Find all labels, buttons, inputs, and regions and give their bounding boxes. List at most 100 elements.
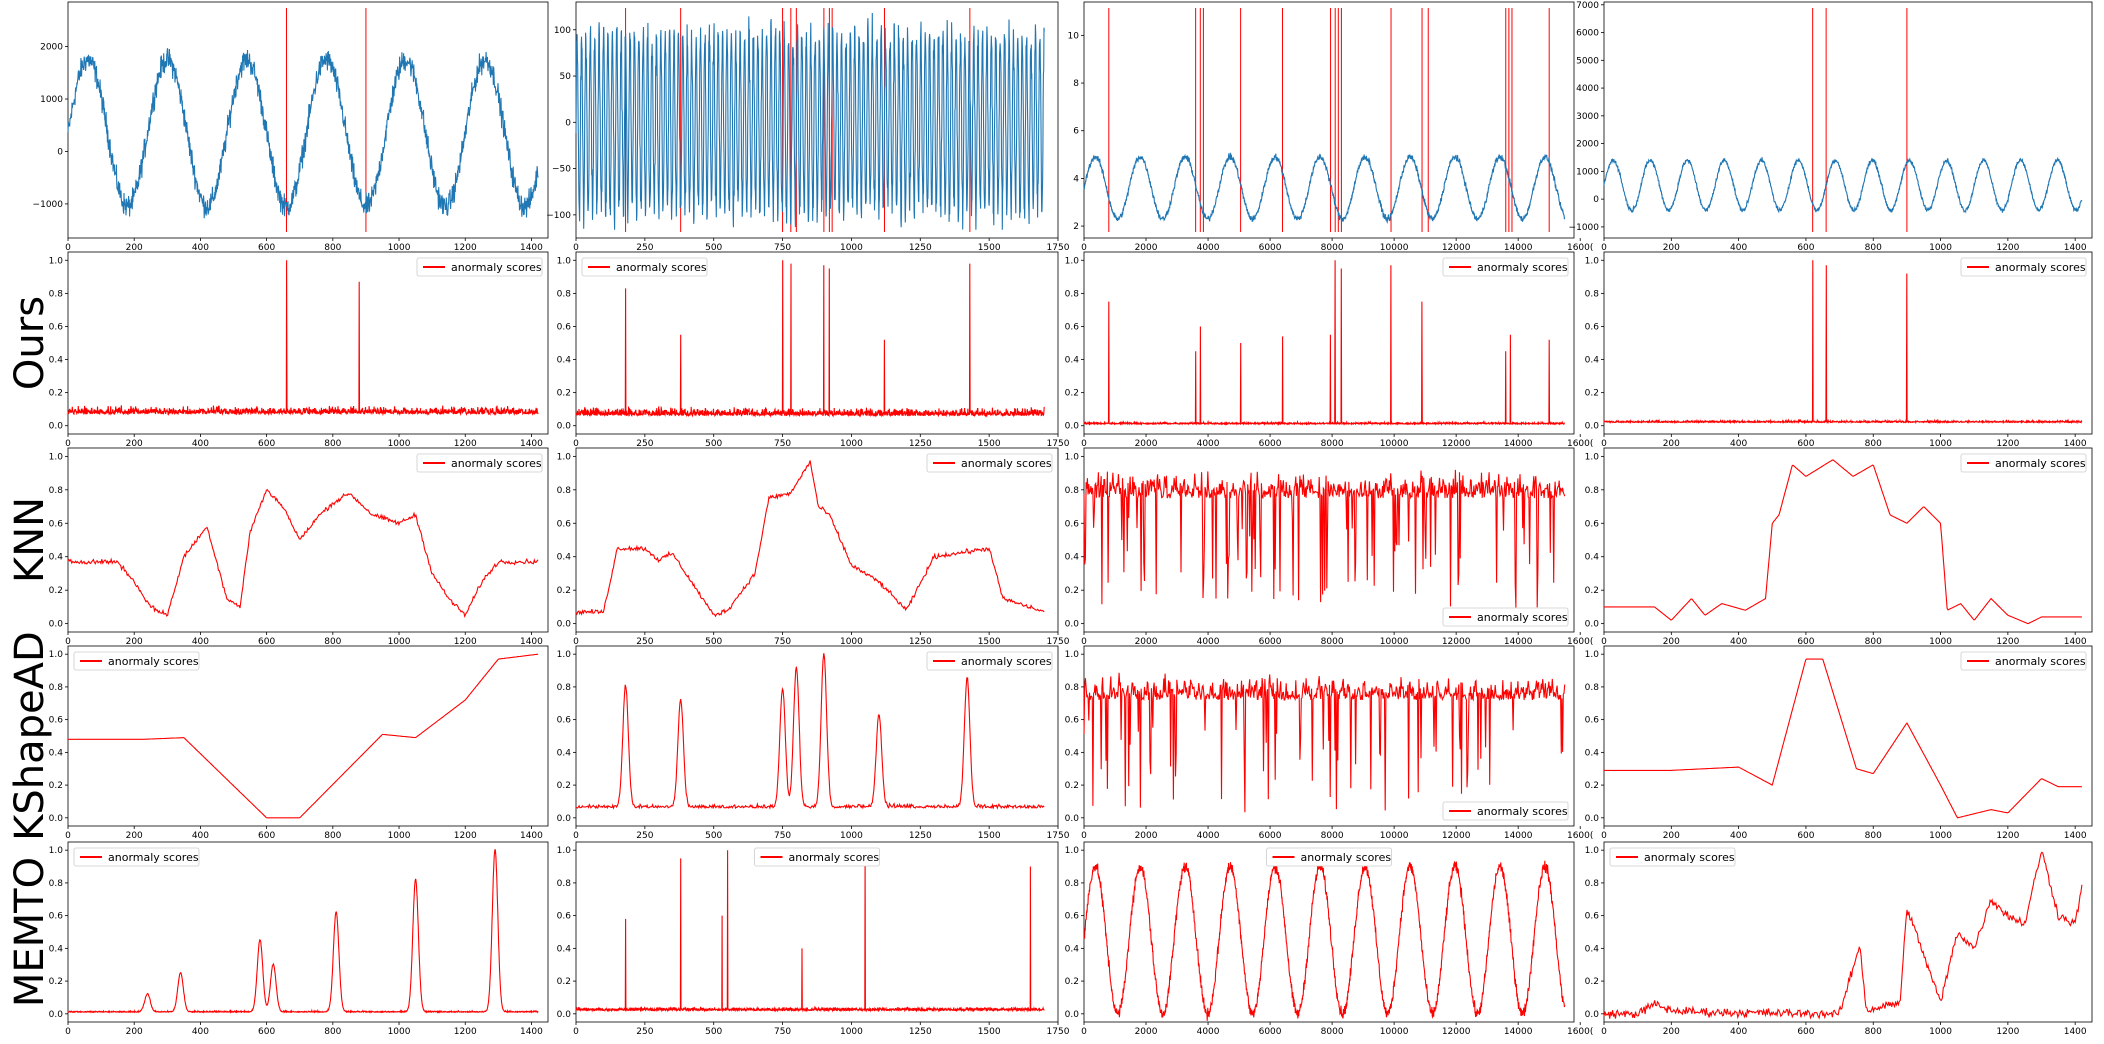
y-tick-label: 2000 (40, 43, 63, 53)
legend-box (73, 651, 200, 671)
legend-label: anormaly scores (616, 261, 707, 274)
x-tick-label: 0 (1601, 439, 1607, 449)
y-tick-label: 0.2 (49, 977, 63, 987)
x-tick-label: 1250 (909, 243, 932, 253)
anomaly-score-line (68, 653, 539, 819)
legend-label: anormaly scores (1477, 805, 1568, 818)
anomaly-score-line (67, 848, 539, 1014)
y-tick-label: 0.0 (1065, 620, 1080, 630)
x-tick-label: 0 (1081, 439, 1087, 449)
y-tick-label: 0.6 (1065, 716, 1080, 726)
panel-r3-c1: 0 250 500 750 1000 1250 1500 1750 0.0 0.2 0.4 0.6 0.… (557, 645, 1070, 841)
panel-r2-c0: 0 200 400 600 800 1000 1200 1400 0.0 0.2 0.4 0.6 0.8… (49, 447, 549, 647)
x-tick-label: 1200 (1996, 1027, 2019, 1037)
x-tick-label: 400 (1730, 831, 1747, 841)
x-tick-label: 10000 (1380, 1027, 1409, 1037)
x-tick-label: 800 (1865, 1027, 1882, 1037)
x-tick-label: 1000 (388, 439, 411, 449)
x-tick-label: 800 (324, 243, 341, 253)
axes-frame (1603, 645, 2093, 827)
row-label-ours: Ours (0, 252, 60, 434)
panel-r1-c3: 0 200 400 600 800 1000 1200 1400 0.0 0.2 0.4 0.6 0.8… (1585, 251, 2093, 449)
legend-label: anormaly scores (1477, 261, 1568, 274)
x-tick-label: 800 (1865, 831, 1882, 841)
x-tick-label: 750 (774, 243, 791, 253)
x-tick-label: 800 (324, 1027, 341, 1037)
y-tick-label: 0.2 (49, 586, 63, 596)
x-tick-label: 0 (573, 1027, 579, 1037)
x-tick-label: 250 (636, 1027, 653, 1037)
anomaly-score-line (575, 653, 1045, 810)
y-tick-label: 0.4 (49, 944, 64, 954)
x-tick-label: 200 (126, 1027, 143, 1037)
x-tick-label: 14000 (1504, 243, 1533, 253)
legend: anormaly scores (416, 257, 543, 277)
x-tick-label: 0 (573, 439, 579, 449)
y-tick-label: 2 (1073, 222, 1079, 232)
row-label-kshapead: KShapeAD (0, 631, 60, 841)
x-tick-label: 200 (1663, 439, 1680, 449)
x-tick-label: 1200 (454, 439, 477, 449)
y-tick-label: 0.6 (49, 716, 64, 726)
y-tick-label: 0.6 (49, 322, 64, 332)
x-tick-label: 1200 (1996, 243, 2019, 253)
y-tick-label: 1.0 (557, 452, 572, 462)
y-tick-label: 0.6 (49, 912, 64, 922)
y-tick-label: 0.6 (1585, 519, 1600, 529)
y-tick-label: 0.0 (1585, 422, 1600, 432)
x-tick-label: 200 (1663, 1027, 1680, 1037)
x-tick-label: 600 (258, 637, 275, 647)
series-line (1083, 152, 1566, 224)
y-tick-label: 0.2 (1065, 389, 1079, 399)
x-tick-label: 1500 (978, 831, 1001, 841)
anomaly-score-line (1083, 860, 1566, 1021)
y-tick-label: −1000 (1569, 223, 1600, 233)
y-tick-label: 0.2 (49, 389, 63, 399)
legend: anormaly scores (1442, 607, 1569, 627)
y-tick-label: 0.8 (1585, 486, 1600, 496)
panel-r0-c1: 0 250 500 750 1000 1250 1500 1750 −100 −50 0 50 100 (546, 1, 1070, 253)
y-tick-label: 0.0 (1065, 814, 1080, 824)
y-tick-label: 100 (554, 26, 571, 36)
x-tick-label: 400 (192, 637, 209, 647)
x-tick-label: 1600( (1567, 831, 1593, 841)
axes-frame (1603, 251, 2093, 435)
y-tick-label: 0.8 (557, 683, 572, 693)
y-tick-label: 0.6 (557, 519, 572, 529)
x-tick-label: 0 (65, 831, 71, 841)
x-tick-label: 400 (1730, 243, 1747, 253)
legend-box (1266, 847, 1392, 867)
legend-label: anormaly scores (1995, 261, 2086, 274)
y-tick-label: 0.2 (1585, 389, 1599, 399)
row-label-text: Ours (7, 295, 53, 391)
anomaly-score-line (1603, 260, 2083, 425)
y-tick-label: 0.2 (1585, 781, 1599, 791)
y-tick-label: 0.4 (1065, 748, 1080, 758)
x-tick-label: 2000 (1135, 243, 1158, 253)
x-tick-label: 14000 (1504, 439, 1533, 449)
y-tick-label: 0.2 (557, 977, 571, 987)
legend-label: anormaly scores (108, 851, 199, 864)
x-tick-label: 400 (192, 243, 209, 253)
legend: anormaly scores (1960, 257, 2087, 277)
x-tick-label: 1400 (2064, 243, 2087, 253)
x-tick-label: 6000 (1259, 439, 1282, 449)
y-tick-label: 0.4 (557, 944, 572, 954)
y-tick-label: 0.4 (1585, 553, 1600, 563)
x-tick-label: 800 (324, 831, 341, 841)
x-tick-label: 1400 (2064, 1027, 2087, 1037)
x-tick-label: 10000 (1380, 243, 1409, 253)
y-tick-label: 0.6 (1065, 322, 1080, 332)
x-tick-label: 500 (705, 637, 722, 647)
y-tick-label: 3000 (1576, 112, 1599, 122)
x-tick-label: 6000 (1259, 831, 1282, 841)
series-line (1603, 156, 2083, 214)
y-tick-label: 1.0 (49, 650, 64, 660)
y-tick-label: 1.0 (1065, 650, 1080, 660)
x-tick-label: 12000 (1442, 1027, 1471, 1037)
legend-box (1960, 257, 2087, 277)
y-tick-label: 0.8 (1065, 486, 1080, 496)
x-tick-label: 8000 (1321, 1027, 1344, 1037)
y-tick-label: 0.0 (1585, 1010, 1600, 1020)
anomaly-score-line (575, 260, 1045, 418)
